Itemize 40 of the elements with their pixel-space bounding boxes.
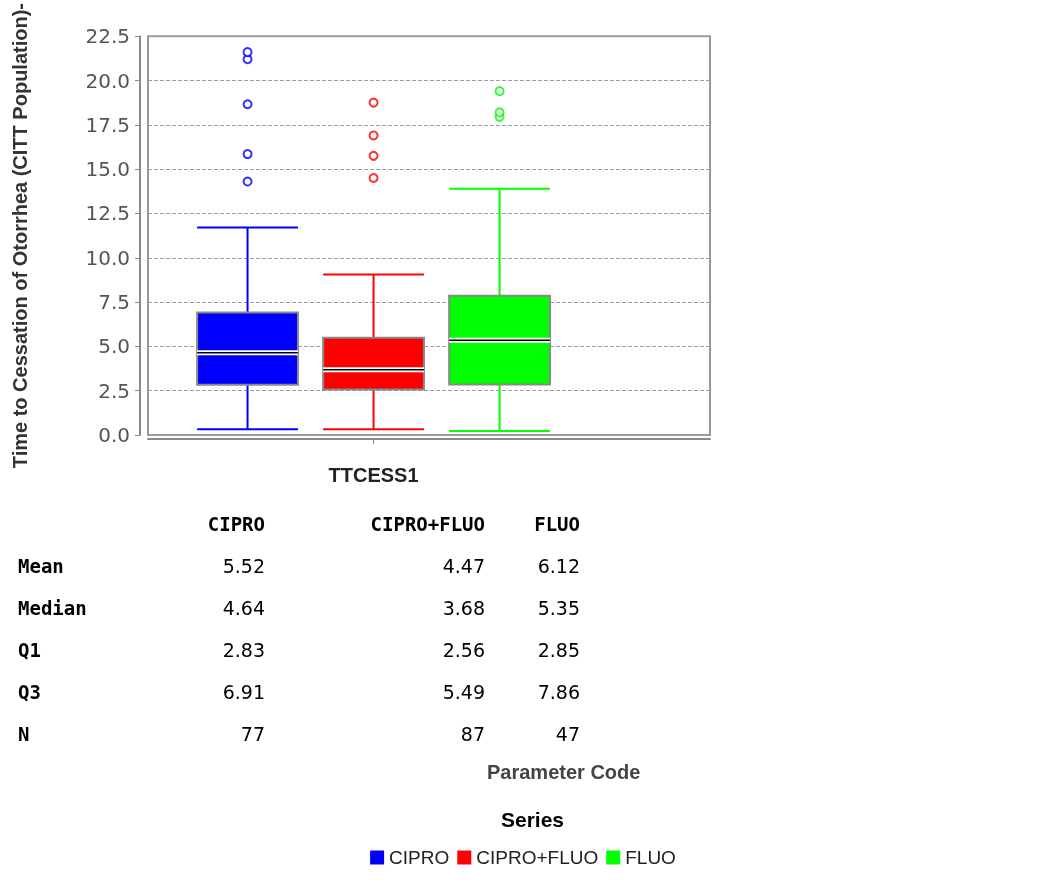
y-tick-label: 15.0 <box>85 157 130 182</box>
y-tick-label: 2.5 <box>98 378 130 403</box>
text: 4.47 <box>441 554 485 579</box>
text: 5.49 <box>441 680 485 705</box>
text: 6.12 <box>536 554 580 579</box>
text: 4.64 <box>221 596 265 621</box>
legend-label: CIPRO+FLUO <box>476 847 599 868</box>
text: FLUO <box>534 513 580 535</box>
y-tick-label: 17.5 <box>85 112 130 137</box>
y-tick-label: 22.5 <box>85 24 130 49</box>
text: 3.68 <box>441 596 485 621</box>
y-tick-label: 10.0 <box>85 245 130 270</box>
text: Parameter Code <box>487 761 641 783</box>
y-tick-label: 5.0 <box>98 334 130 359</box>
y-tick-label: 12.5 <box>85 201 130 226</box>
text: N <box>18 722 31 747</box>
text: 77 <box>239 722 265 747</box>
legend-label: FLUO <box>625 847 676 868</box>
y-tick-label: 7.5 <box>98 290 130 315</box>
text: 5.52 <box>221 554 265 579</box>
text: 5.35 <box>536 596 580 621</box>
y-tick-label: 20.0 <box>85 68 130 93</box>
legend-title: Series <box>501 808 565 831</box>
text: Q1 <box>18 638 42 663</box>
text: 2.56 <box>441 638 485 663</box>
text: Q3 <box>18 680 42 705</box>
text: Mean <box>18 554 65 579</box>
text: Median <box>18 596 88 621</box>
x-tick-label: TTCESS1 <box>328 464 419 486</box>
text: 2.85 <box>536 638 580 663</box>
y-tick-label: 0.0 <box>98 423 130 447</box>
text: 87 <box>459 722 485 747</box>
text: 2.83 <box>221 638 265 663</box>
text: CIPRO <box>207 513 265 535</box>
text: 6.91 <box>221 680 265 705</box>
text: CIPRO+FLUO <box>370 513 485 535</box>
legend-label: CIPRO <box>389 847 450 868</box>
text: 7.86 <box>536 680 580 705</box>
text: 47 <box>554 722 580 747</box>
y-axis-title: Time to Cessation of Otorrhea (CITT Population)- <box>9 3 31 469</box>
